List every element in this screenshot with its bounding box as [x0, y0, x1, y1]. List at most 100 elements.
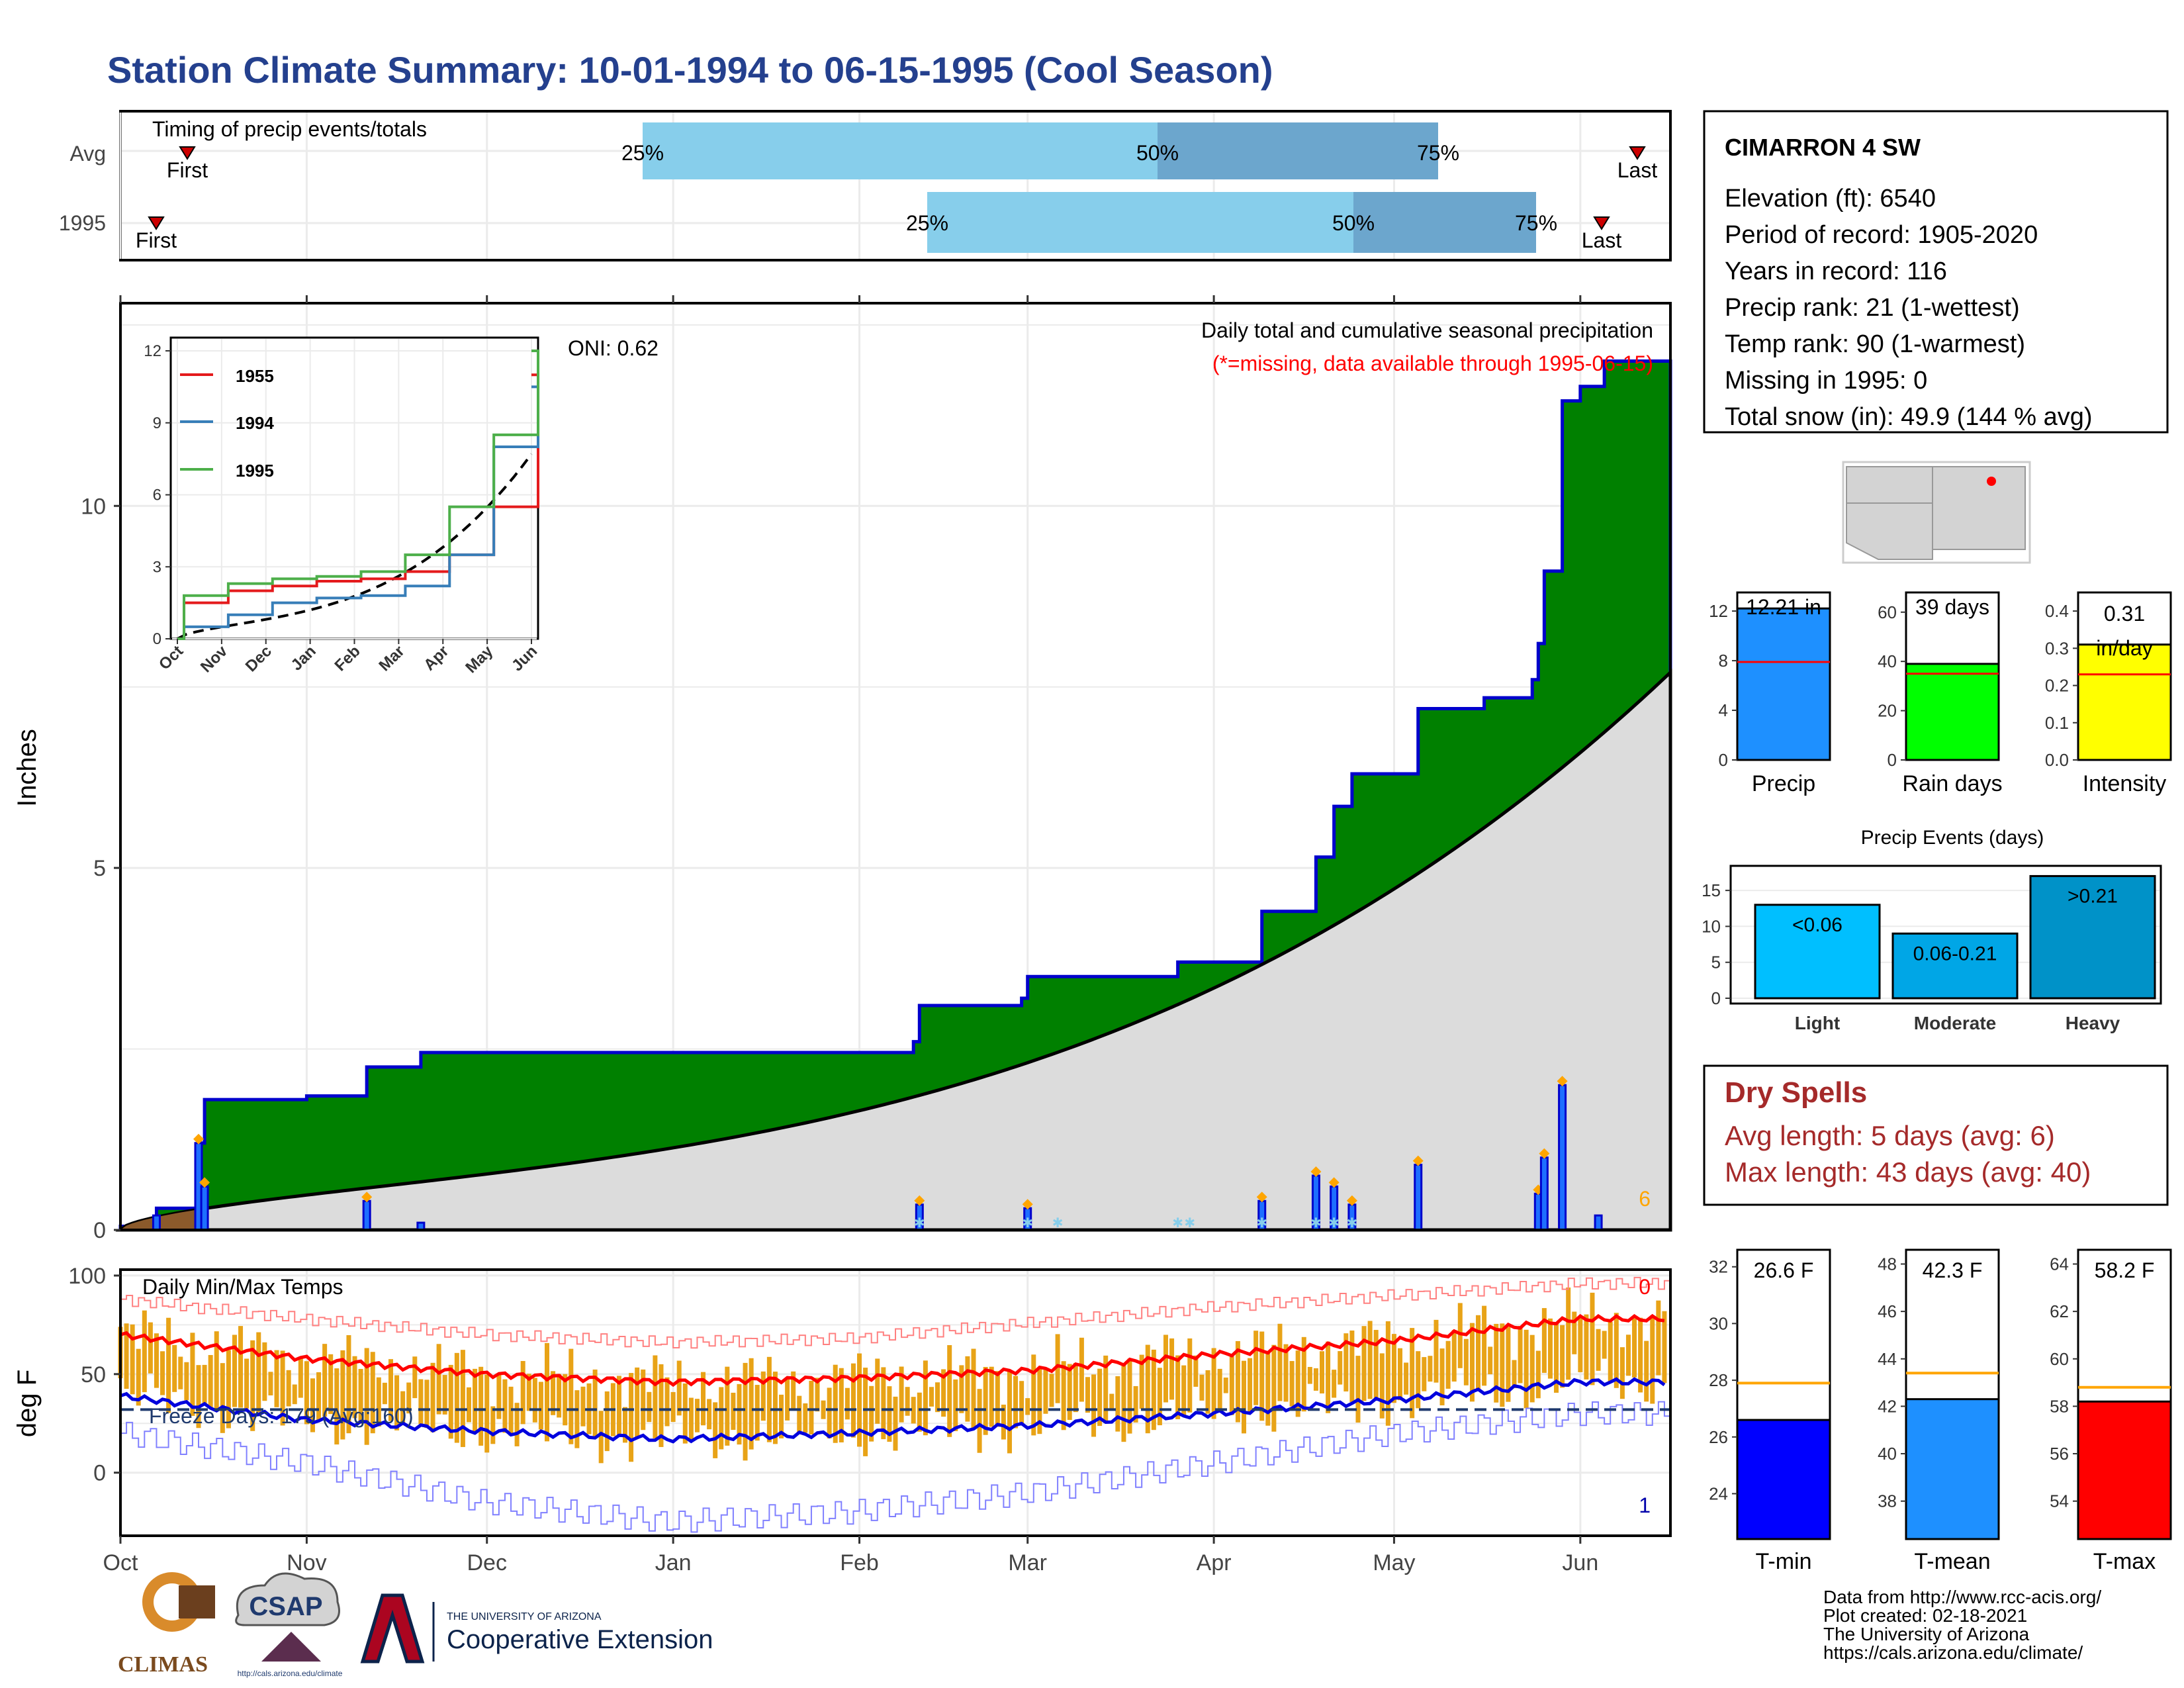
precip-caption: Daily total and cumulative seasonal prec…: [1201, 318, 1653, 342]
snow-star-marker: ✱: [1172, 1216, 1183, 1231]
daily-temp-bar: [460, 1350, 465, 1447]
precip-events-chart: Precip Events (days) 0 5 10 15 <0.06 Light 0.0…: [1702, 827, 2162, 1033]
daily-temp-bar: [779, 1394, 784, 1438]
events-bar-moderate: [1891, 932, 2019, 1000]
temp-bar-tick: 58: [2050, 1396, 2069, 1416]
daily-temp-bar: [719, 1387, 724, 1450]
month-tick-label: Nov: [287, 1550, 326, 1575]
daily-temp-bar: [436, 1344, 441, 1415]
daily-temp-bar: [1139, 1354, 1144, 1409]
daily-temp-bar: [1332, 1370, 1337, 1398]
mini-bar-value-unit: in/day: [2096, 636, 2152, 660]
daily-temp-bar: [1205, 1370, 1210, 1414]
daily-temp-bar: [971, 1348, 976, 1429]
daily-temp-bar: [1500, 1323, 1505, 1407]
daily-temp-bar: [1031, 1354, 1036, 1436]
daily-temp-bar: [1313, 1368, 1318, 1391]
temp-bar-tick: 46: [1878, 1301, 1897, 1321]
y1995-p25-p50-bar: [927, 192, 1353, 253]
daily-temp-bar: [370, 1352, 375, 1434]
daily-temp-bar: [316, 1372, 322, 1421]
daily-temp-bar: [1037, 1367, 1042, 1434]
avg-first-label: First: [167, 158, 208, 182]
inset-series-1995: [177, 350, 540, 640]
daily-temp-bar: [670, 1391, 676, 1423]
month-tick-label: Mar: [1008, 1550, 1047, 1575]
timing-row-avg: Avg: [69, 142, 106, 165]
average-max-line: [120, 1313, 1665, 1387]
daily-temp-bar: [707, 1399, 712, 1430]
footer-credits: Data from http://www.rcc-acis.org/ Plot …: [1823, 1587, 2101, 1663]
daily-temp-bar: [905, 1387, 910, 1416]
temp-bar-tick: 54: [2050, 1491, 2069, 1511]
csap-url: http://cals.arizona.edu/climate: [238, 1669, 343, 1678]
inset-ytick-label: 6: [153, 487, 161, 504]
avg-p25-p50-bar: [643, 122, 1158, 179]
daily-temp-bar: [1367, 1321, 1373, 1399]
daily-temp-bar: [1211, 1348, 1216, 1419]
daily-temp-bar: [1043, 1370, 1048, 1414]
temp-ytick-label: 100: [68, 1264, 106, 1289]
daily-temp-bar: [1662, 1311, 1667, 1383]
daily-temp-bar: [172, 1344, 177, 1392]
daily-temp-bar: [262, 1342, 267, 1401]
temp-ytick-label: 0: [93, 1461, 106, 1486]
events-category-label: Light: [1795, 1013, 1840, 1033]
daily-temp-bar: [1127, 1358, 1132, 1434]
daily-temp-bar: [1229, 1356, 1234, 1415]
daily-temp-bar: [1145, 1344, 1150, 1434]
daily-temp-bar: [502, 1379, 508, 1433]
daily-precip-bar: [1558, 1084, 1567, 1231]
daily-temp-bar: [130, 1324, 135, 1395]
snow-star-marker: ✱: [1022, 1216, 1033, 1231]
daily-temp-bar: [1451, 1330, 1457, 1382]
daily-temp-bar: [1469, 1323, 1475, 1402]
heavy-event-marker: [1412, 1155, 1424, 1166]
daily-temp-bar: [1529, 1335, 1535, 1403]
daily-temp-bar: [166, 1317, 171, 1413]
events-bar-heavy: [2029, 874, 2156, 1000]
mini-bar-value-label: 39 days: [1915, 595, 1989, 619]
mini-bar-rain-days: 39 days 0 20 40 60 Rain days: [1878, 591, 2003, 796]
daily-temp-bar: [160, 1351, 165, 1395]
snow-star-marker: ✱: [1184, 1216, 1195, 1231]
daily-temp-bar: [833, 1364, 838, 1443]
daily-temp-bar: [1428, 1356, 1433, 1382]
daily-temp-bar: [1295, 1350, 1300, 1417]
daily-temp-bar: [1151, 1349, 1156, 1430]
daily-temp-bar: [694, 1399, 700, 1432]
corner-count: 6: [1639, 1187, 1651, 1211]
snow-star-marker: ✱: [1347, 1216, 1358, 1231]
daily-temp-bar: [1097, 1368, 1103, 1427]
daily-temp-bar: [1085, 1377, 1090, 1413]
daily-temp-bar: [1614, 1313, 1619, 1388]
daily-temp-bar: [1349, 1330, 1355, 1402]
daily-temp-bar: [1566, 1287, 1571, 1380]
daily-temp-bar: [839, 1368, 844, 1442]
daily-temp-bar: [1506, 1327, 1511, 1402]
daily-temp-bar: [1163, 1335, 1168, 1403]
daily-temp-bar: [430, 1362, 435, 1432]
daily-temp-bar: [382, 1382, 387, 1405]
snow-star-marker: ✱: [914, 1216, 925, 1231]
daily-temp-bar: [220, 1363, 225, 1433]
daily-temp-bar: [545, 1342, 550, 1442]
temp-count-bottom: 1: [1639, 1493, 1651, 1517]
daily-temp-bar: [574, 1390, 580, 1448]
daily-temp-bar: [1133, 1385, 1138, 1423]
month-tick-label: Feb: [840, 1550, 879, 1575]
daily-temp-bar: [1007, 1370, 1012, 1454]
events-category-label: Heavy: [2066, 1013, 2120, 1033]
daily-temp-bar: [1289, 1361, 1295, 1407]
daily-temp-bar: [737, 1383, 742, 1445]
daily-temp-bar: [1379, 1353, 1385, 1419]
station-name: CIMARRON 4 SW: [1725, 134, 1921, 161]
heavy-event-marker: [1328, 1177, 1340, 1188]
temp-bar-value: [1905, 1398, 2000, 1540]
daily-temp-bar: [1187, 1338, 1193, 1413]
mini-bar-name: Intensity: [2083, 771, 2167, 796]
daily-temp-bar: [322, 1344, 328, 1417]
daily-temp-bar: [1277, 1323, 1283, 1401]
